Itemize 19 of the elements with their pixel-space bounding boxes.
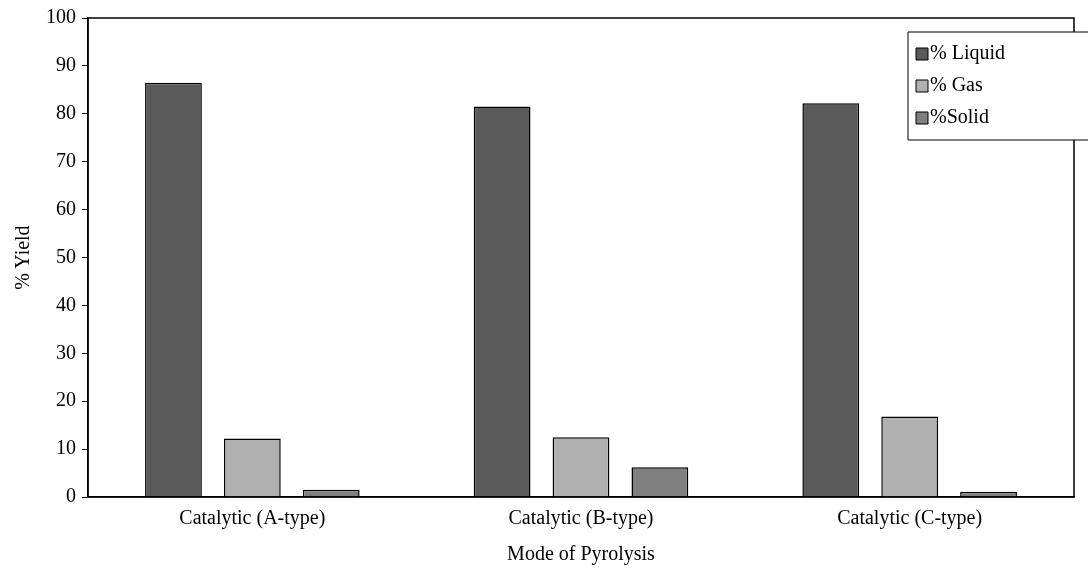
- legend-label: % Gas: [930, 73, 983, 96]
- x-axis-title: Mode of Pyrolysis: [507, 542, 656, 566]
- x-tick-label: Catalytic (B-type): [508, 506, 654, 530]
- y-tick-label: 60: [56, 196, 76, 219]
- y-tick-label: 10: [56, 436, 76, 459]
- legend-label: %Solid: [930, 105, 989, 128]
- y-tick-label: 40: [56, 292, 76, 315]
- y-tick-label: 100: [46, 5, 76, 28]
- y-tick-label: 70: [56, 148, 76, 171]
- x-tick-label: Catalytic (C-type): [837, 506, 983, 530]
- y-tick-label: 90: [56, 53, 76, 76]
- x-tick-label: Catalytic (A-type): [179, 506, 326, 530]
- y-tick-label: 50: [56, 244, 76, 267]
- legend-label: % Liquid: [930, 41, 1005, 65]
- y-tick-label: 0: [66, 484, 76, 507]
- y-tick-label: 30: [56, 340, 76, 363]
- y-tick-label: 20: [56, 388, 76, 411]
- y-axis-title: % Yield: [11, 225, 34, 290]
- y-tick-label: 80: [56, 101, 76, 124]
